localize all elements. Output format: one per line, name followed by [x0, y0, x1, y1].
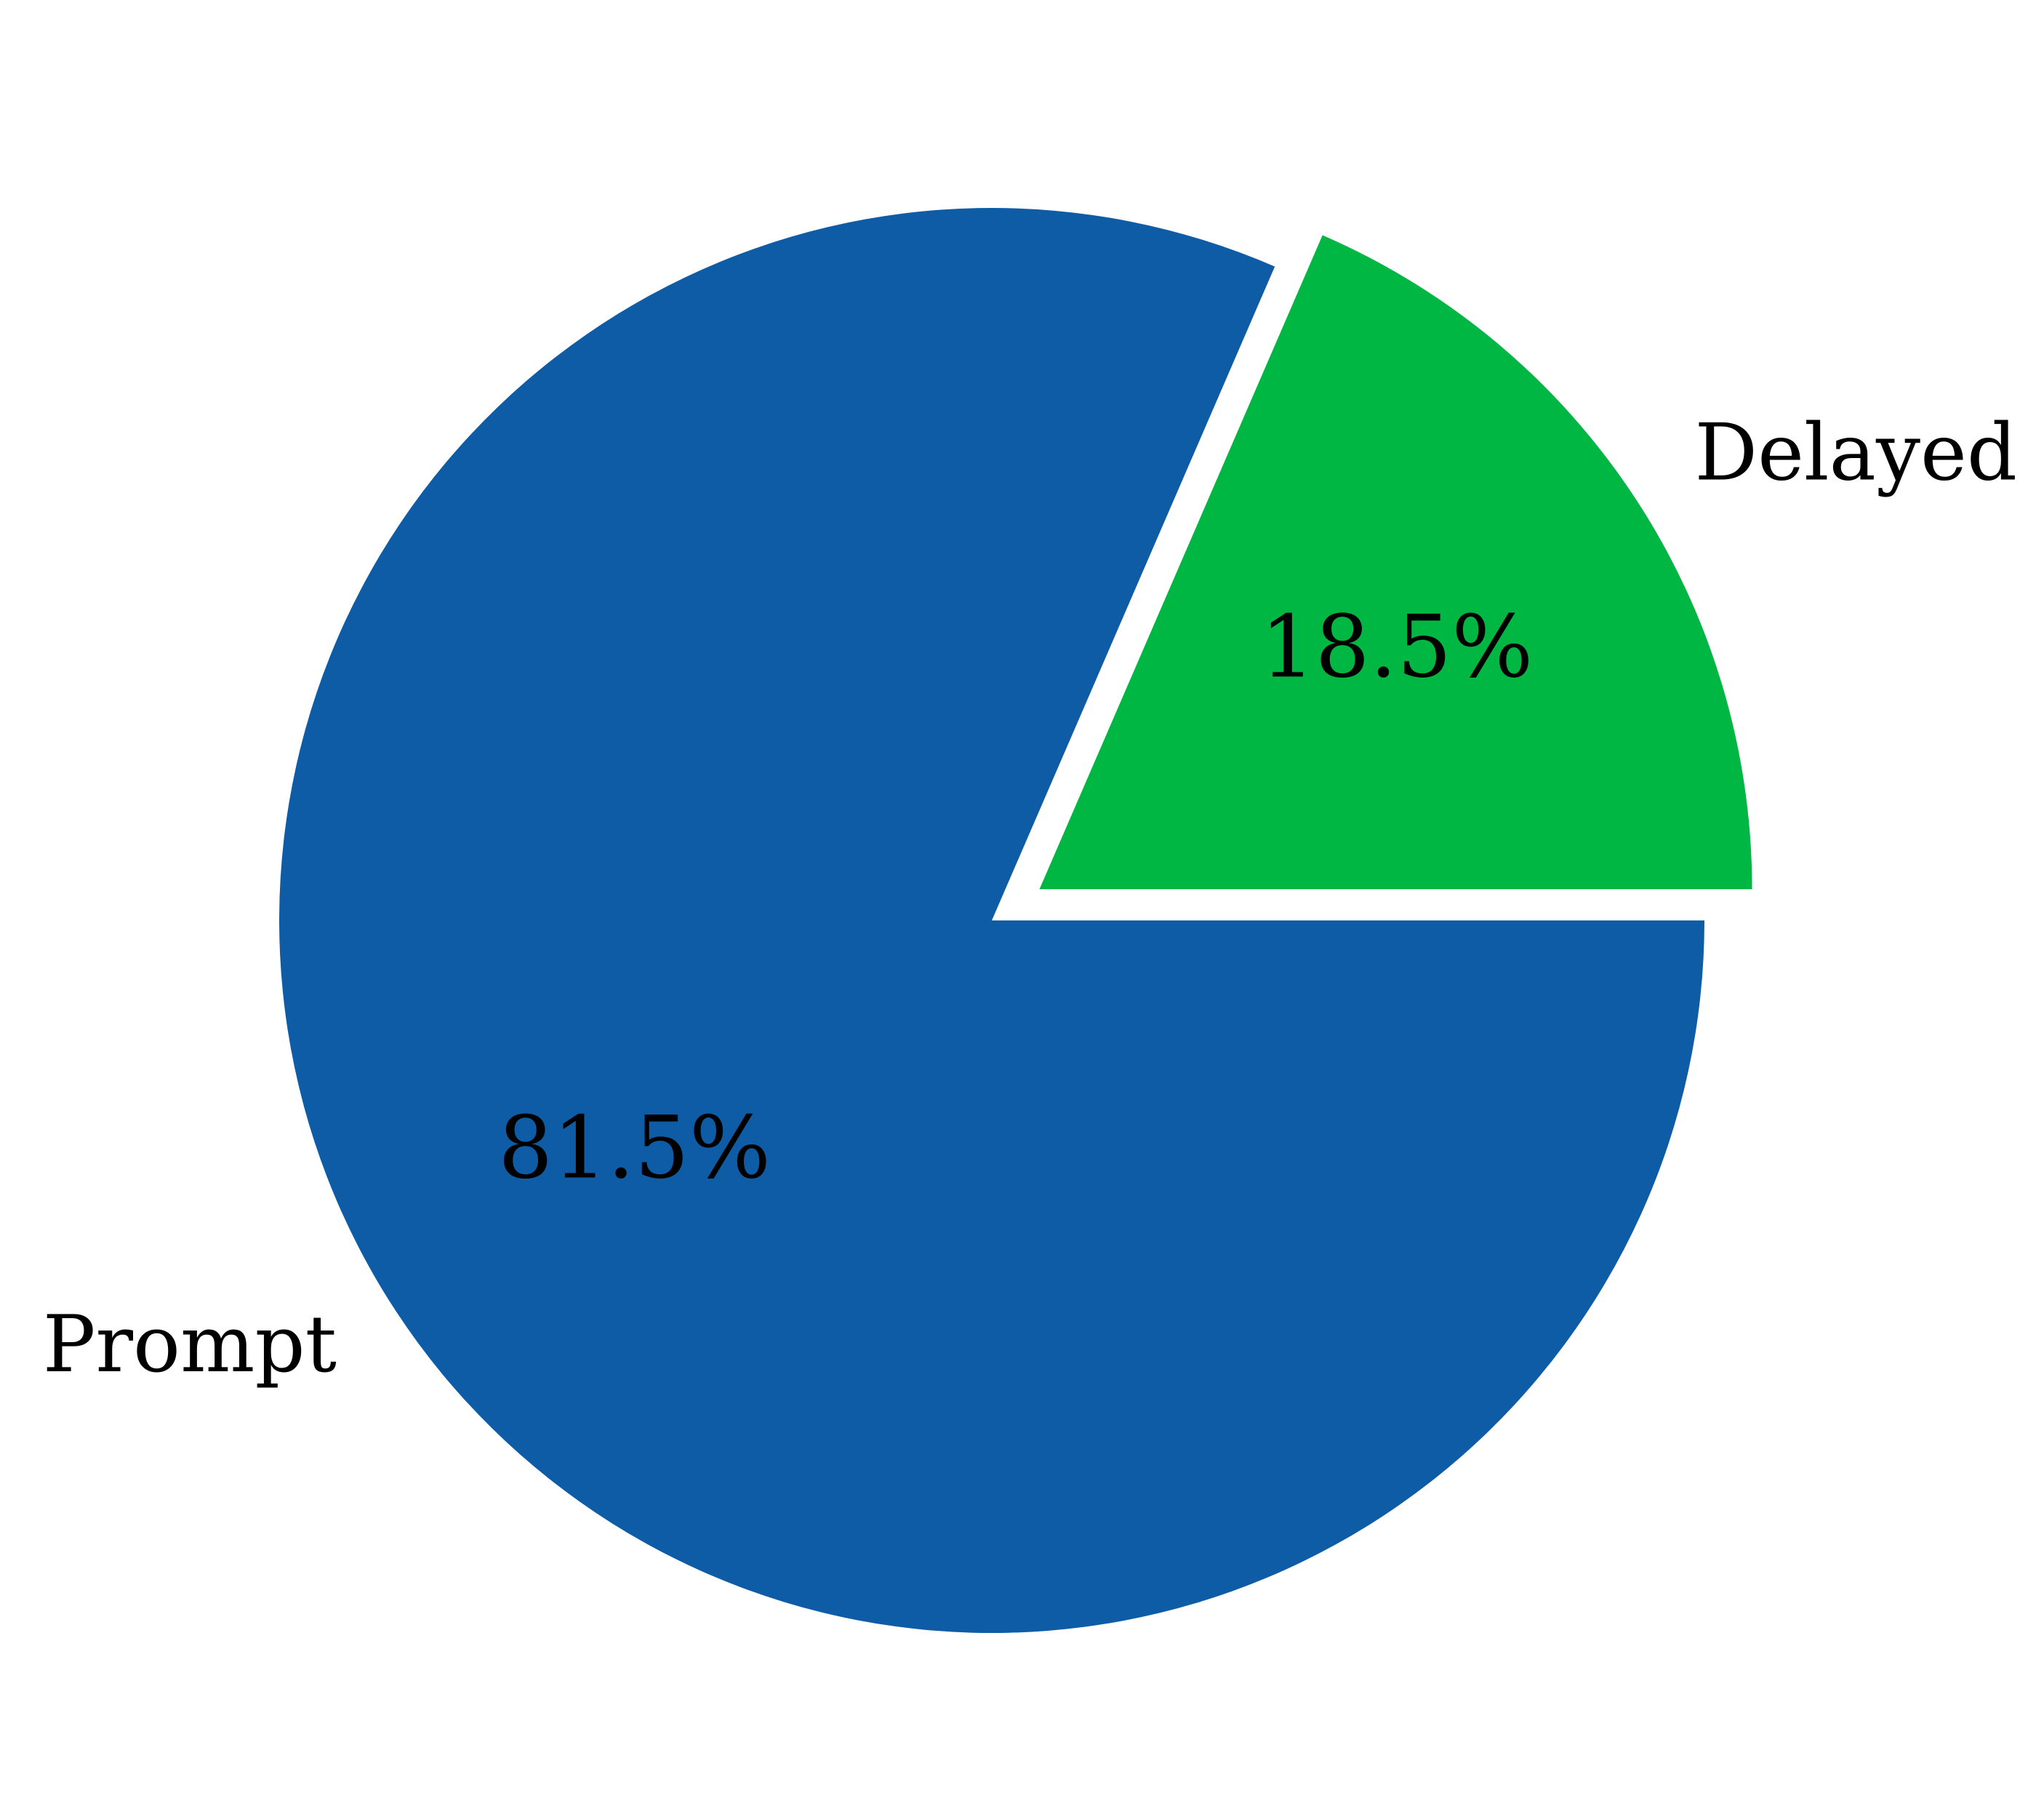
pie-labels: 81.5% Prompt 18.5% Delayed [43, 407, 2017, 1390]
pie-category-label-prompt: Prompt [43, 1299, 337, 1390]
pie-value-label-delayed: 18.5% [1261, 597, 1534, 697]
pie-slices [279, 208, 1752, 1634]
pie-value-label-prompt: 81.5% [498, 1097, 771, 1197]
pie-slice-delayed [1039, 235, 1752, 889]
pie-slice-prompt [279, 208, 1705, 1634]
pie-category-label-delayed: Delayed [1695, 407, 2018, 498]
